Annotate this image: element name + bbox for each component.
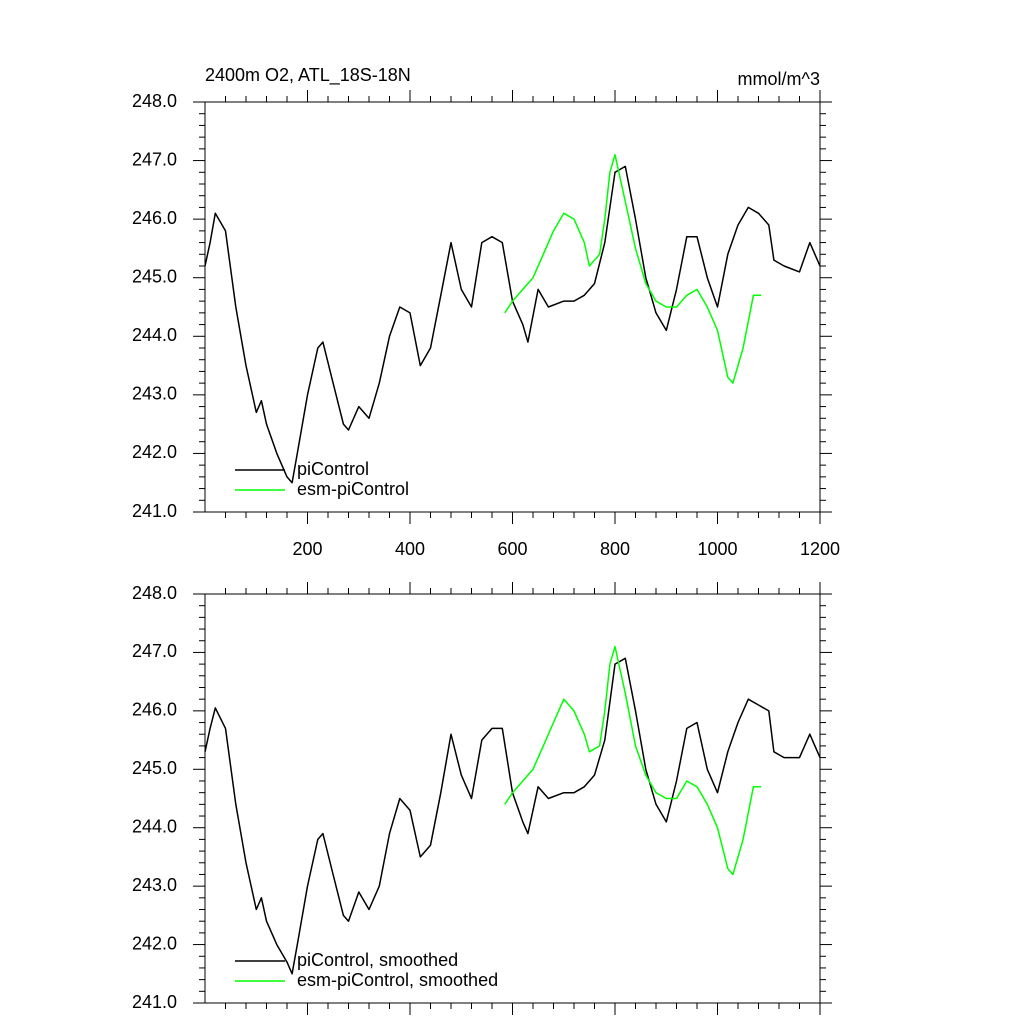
legend-label: esm-piControl xyxy=(297,479,409,499)
y-tick-label: 243.0 xyxy=(132,384,177,404)
legend-label: piControl, smoothed xyxy=(297,950,458,970)
y-tick-label: 246.0 xyxy=(132,208,177,228)
x-tick-label: 1000 xyxy=(697,539,737,559)
y-tick-label: 244.0 xyxy=(132,816,177,836)
x-tick-label: 400 xyxy=(395,539,425,559)
data-line xyxy=(204,165,821,484)
units-label: mmol/m^3 xyxy=(738,69,820,89)
y-tick-label: 245.0 xyxy=(132,758,177,778)
x-tick-label: 200 xyxy=(292,539,322,559)
y-tick-label: 247.0 xyxy=(132,149,177,169)
y-tick-label: 241.0 xyxy=(132,501,177,521)
data-line xyxy=(504,645,762,876)
x-tick-label: 600 xyxy=(497,539,527,559)
legend-label: esm-piControl, smoothed xyxy=(297,970,498,990)
x-tick-label: 1200 xyxy=(800,539,840,559)
y-tick-label: 247.0 xyxy=(132,641,177,661)
data-line xyxy=(504,153,762,384)
y-tick-label: 246.0 xyxy=(132,700,177,720)
x-tick-label: 800 xyxy=(600,539,630,559)
y-tick-label: 241.0 xyxy=(132,992,177,1012)
y-tick-label: 245.0 xyxy=(132,266,177,286)
y-tick-label: 243.0 xyxy=(132,875,177,895)
y-tick-label: 248.0 xyxy=(132,583,177,603)
y-tick-label: 248.0 xyxy=(132,91,177,111)
data-line xyxy=(204,657,821,975)
chart-title: 2400m O2, ATL_18S-18N xyxy=(205,65,411,86)
y-tick-label: 244.0 xyxy=(132,325,177,345)
y-tick-label: 242.0 xyxy=(132,442,177,462)
legend-label: piControl xyxy=(297,459,369,479)
y-tick-label: 242.0 xyxy=(132,933,177,953)
